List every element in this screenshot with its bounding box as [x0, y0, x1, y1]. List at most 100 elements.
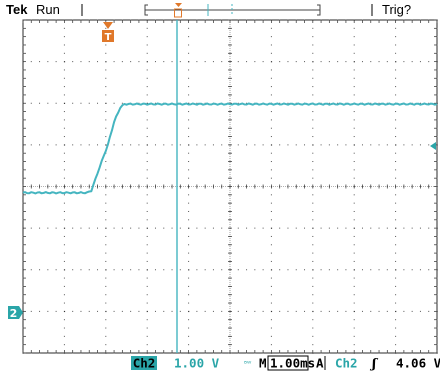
grid-dot: [395, 202, 397, 204]
grid-dot: [130, 269, 132, 271]
grid-dot: [312, 352, 314, 354]
grid-dot: [221, 269, 223, 271]
grid-dot: [63, 36, 65, 38]
ch2-ground-marker[interactable]: 2: [8, 306, 23, 320]
grid-dot: [63, 44, 65, 46]
ch2-ground-arrow-icon: [19, 306, 23, 319]
grid-dot: [130, 144, 132, 146]
trigger-position-marker[interactable]: T: [102, 22, 114, 43]
grid-dot: [154, 61, 156, 63]
grid-dot: [138, 310, 140, 312]
grid-dot: [395, 69, 397, 71]
grid-dot: [105, 86, 107, 88]
grid-dot: [146, 144, 148, 146]
grid-dot: [188, 202, 190, 204]
grid-dot: [179, 227, 181, 229]
grid-dot: [270, 136, 272, 138]
grid-dot: [312, 94, 314, 96]
record-trigger-icon: [174, 3, 182, 18]
grid-dot: [188, 111, 190, 113]
grid-dot: [212, 269, 214, 271]
grid-dot: [246, 144, 248, 146]
grid-dot: [353, 61, 355, 63]
grid-dot: [295, 269, 297, 271]
grid-dot: [188, 136, 190, 138]
grid-dot: [353, 119, 355, 121]
grid-dot: [63, 69, 65, 71]
grid-dot: [270, 219, 272, 221]
grid-dot: [188, 285, 190, 287]
grid-dot: [105, 161, 107, 163]
grid-dot: [270, 335, 272, 337]
grid-dot: [63, 27, 65, 29]
grid-dot: [312, 177, 314, 179]
grid-dot: [270, 52, 272, 54]
grid-dot: [63, 219, 65, 221]
grid-dot: [146, 327, 148, 329]
grid-dot: [146, 52, 148, 54]
grid-dot: [270, 27, 272, 29]
grid-dot: [353, 277, 355, 279]
grid-dot: [63, 152, 65, 154]
grid-dot: [287, 61, 289, 63]
grid-dot: [47, 227, 49, 229]
grid-dot: [353, 36, 355, 38]
footer-readouts: Ch2 1.00 V ᴮᵂ M 1.00ms A Ch2 ʃ 4.06 V: [131, 355, 440, 371]
grid-dot: [361, 310, 363, 312]
grid-dot: [312, 152, 314, 154]
grid-dot: [72, 61, 74, 63]
grid-dot: [188, 44, 190, 46]
grid-dot: [80, 102, 82, 104]
grid-dot: [270, 269, 273, 271]
grid-dot: [105, 335, 107, 337]
grid-dot: [188, 94, 190, 96]
grid-dot: [55, 310, 57, 312]
grid-dot: [105, 269, 107, 271]
grid-dot: [188, 294, 190, 296]
grid-dot: [328, 144, 330, 146]
grid-dot: [337, 61, 339, 63]
grid-dot: [270, 294, 272, 296]
grid-dot: [312, 252, 314, 254]
grid-dot: [39, 102, 41, 104]
grid-dot: [146, 94, 148, 96]
grid-dot: [171, 310, 173, 312]
grid-dot: [270, 177, 272, 179]
grid-dot: [196, 310, 198, 312]
grid-dot: [146, 244, 148, 246]
grid-dot: [246, 310, 248, 312]
acquisition-state: Run: [36, 2, 60, 17]
grid-dot: [246, 227, 248, 229]
grid-dot: [188, 119, 190, 121]
grid-dot: [163, 269, 165, 271]
grid-dot: [312, 86, 314, 88]
trigger-level-arrow-icon[interactable]: [430, 142, 436, 150]
grid-dot: [395, 319, 397, 321]
grid-dot: [188, 127, 190, 129]
grid-dot: [304, 310, 306, 312]
grid-dot: [188, 161, 190, 163]
grid-dot: [337, 144, 339, 146]
grid-dot: [146, 111, 148, 113]
grid-dot: [312, 260, 314, 262]
grid-dot: [63, 310, 66, 313]
grid-dot: [188, 252, 190, 254]
grid-dot: [378, 61, 380, 63]
grid-dot: [63, 352, 66, 354]
grid-dot: [221, 310, 223, 312]
grid-dot: [105, 294, 107, 296]
grid-dot: [270, 169, 272, 171]
grid-dot: [72, 227, 74, 229]
grid-dot: [30, 310, 32, 312]
grid-dot: [88, 269, 90, 271]
grid-dot: [411, 310, 413, 312]
grid-dot: [105, 44, 107, 46]
grid-dot: [395, 252, 397, 254]
grid-dot: [254, 227, 256, 229]
grid-dot: [411, 269, 413, 271]
grid-dot: [130, 227, 132, 229]
grid-dot: [411, 144, 413, 146]
grid-dot: [304, 61, 306, 63]
grid-dot: [395, 277, 397, 279]
grid-dot: [411, 61, 413, 63]
